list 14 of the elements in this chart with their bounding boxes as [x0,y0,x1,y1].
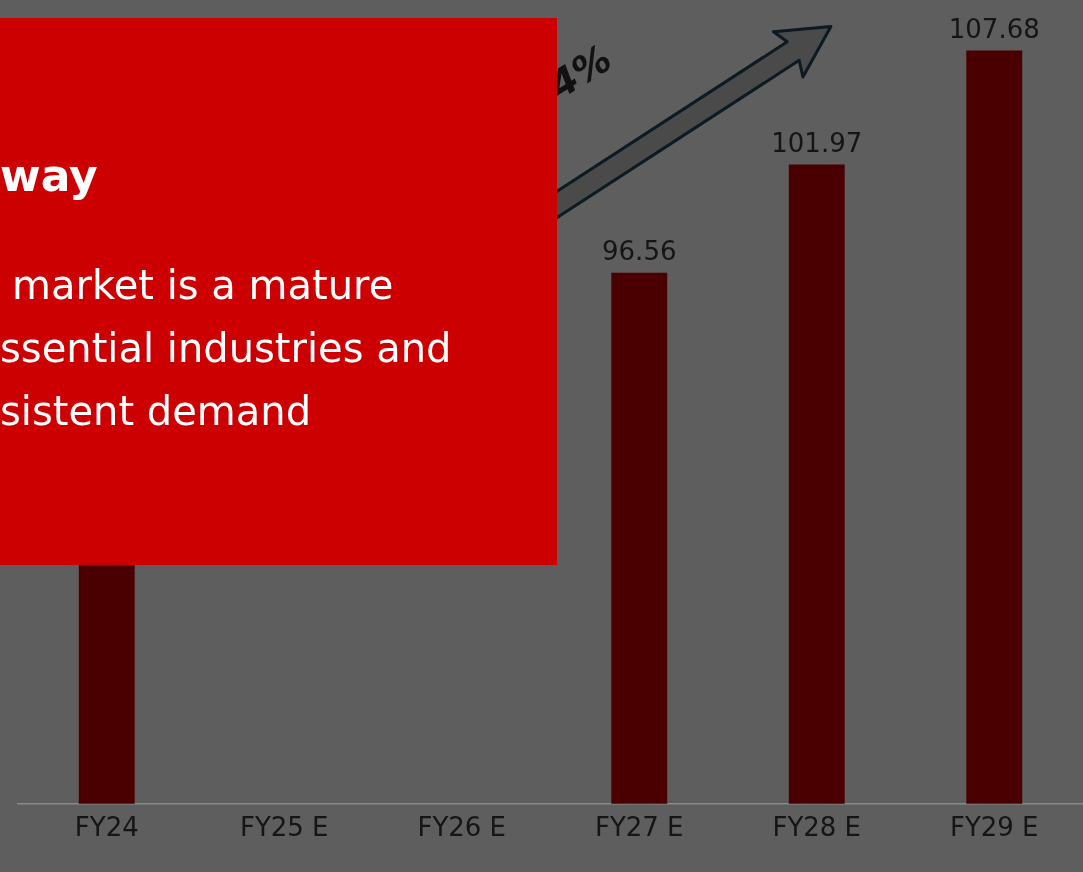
annotation: market is a mature [12,262,394,308]
x-tick-label: FY25 E [239,812,329,843]
data-label: 96.56 [602,236,677,267]
text: way [0,150,98,201]
x-tick-label: FY27 E [594,812,684,843]
annotation: sistent demand [0,388,312,434]
x-tick-label: FY28 E [772,812,862,843]
x-tick-label: FY24 [74,812,139,843]
x-tick-label: FY26 E [417,812,507,843]
data-label: 101.97 [771,128,863,159]
annotation: 4% [541,36,620,108]
x-tick-label: FY29 E [949,812,1039,843]
data-label: 107.68 [948,14,1040,45]
annotation: ssential industries and [0,325,452,371]
